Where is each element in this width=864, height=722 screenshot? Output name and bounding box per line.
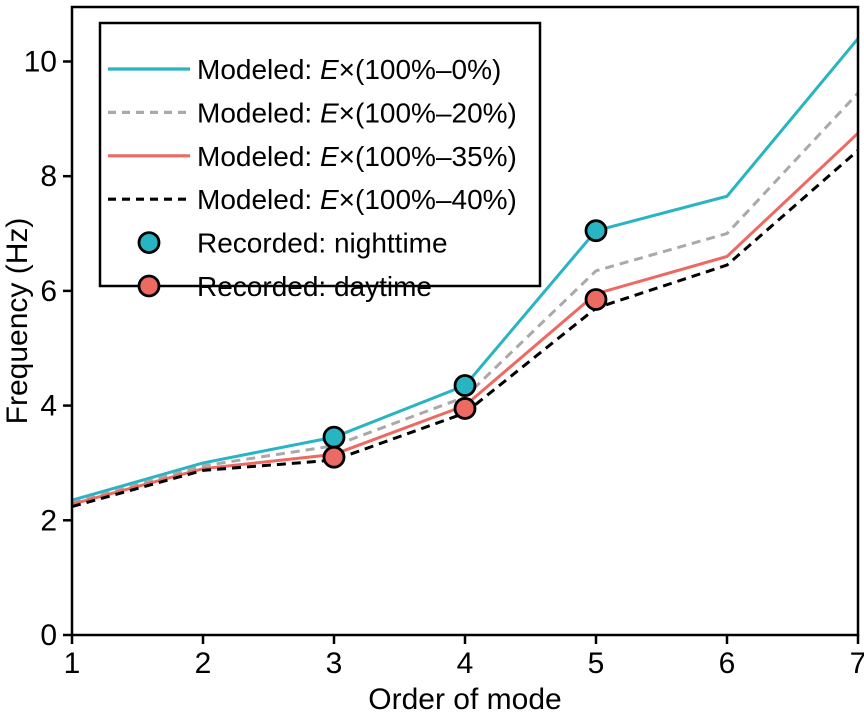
legend-label: Recorded: nighttime — [197, 228, 448, 259]
legend-label: Modeled: E×(100%–40%) — [197, 184, 517, 215]
legend-marker-4 — [137, 231, 161, 255]
recorded-point-0 — [453, 374, 477, 397]
y-tick-label: 0 — [40, 619, 57, 652]
recorded-point-0 — [584, 219, 608, 243]
x-tick-label: 5 — [588, 647, 605, 680]
legend-row-5: Recorded: daytime — [137, 271, 432, 302]
legend-row-0: Modeled: E×(100%–0%) — [108, 54, 501, 85]
y-tick-label: 2 — [40, 504, 57, 537]
recorded-point-1 — [584, 288, 608, 311]
x-tick-label: 3 — [326, 647, 343, 680]
series-line-1 — [71, 92, 860, 505]
y-tick-label: 4 — [40, 390, 57, 423]
x-tick-label: 7 — [850, 647, 864, 680]
y-tick-label: 6 — [40, 275, 57, 308]
legend-label: Modeled: E×(100%–20%) — [197, 97, 517, 128]
y-axis-label: Frequency (Hz) — [1, 218, 34, 425]
legend-row-3: Modeled: E×(100%–40%) — [108, 184, 517, 215]
y-tick-label: 8 — [40, 160, 57, 193]
legend: Modeled: E×(100%–0%) Modeled: E×(100%–20%… — [98, 21, 542, 302]
y-tick-label: 10 — [24, 45, 57, 78]
x-tick-label: 4 — [457, 647, 474, 680]
recorded-markers — [322, 219, 608, 469]
legend-label: Modeled: E×(100%–35%) — [197, 141, 517, 172]
legend-row-2: Modeled: E×(100%–35%) — [108, 141, 517, 172]
x-tick-label: 2 — [195, 647, 212, 680]
recorded-point-0 — [322, 425, 346, 449]
legend-label: Modeled: E×(100%–0%) — [197, 54, 501, 85]
x-tick-label: 6 — [719, 647, 736, 680]
recorded-point-1 — [322, 445, 346, 469]
legend-label: Recorded: daytime — [197, 271, 432, 302]
x-tick-label: 1 — [64, 647, 81, 680]
x-axis-label: Order of mode — [368, 683, 561, 716]
legend-marker-5 — [137, 274, 161, 298]
legend-row-1: Modeled: E×(100%–20%) — [108, 97, 517, 128]
plot-frame-and-ticks: 1 2 3 4 5 6 7 0 2 4 6 8 10 — [24, 5, 864, 680]
legend-row-4: Recorded: nighttime — [137, 228, 448, 259]
recorded-point-1 — [453, 397, 477, 420]
